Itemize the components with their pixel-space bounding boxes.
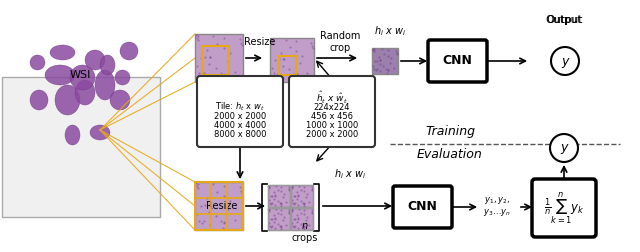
Ellipse shape [115,70,130,85]
Ellipse shape [45,65,75,85]
Ellipse shape [30,90,48,110]
Text: 224x224: 224x224 [314,103,350,112]
Text: CNN: CNN [443,54,472,68]
Ellipse shape [75,80,95,105]
Bar [291,185,313,207]
Text: Training: Training [425,125,475,139]
Text: Output: Output [546,15,582,25]
Text: y: y [561,54,569,68]
Bar [291,208,313,230]
Ellipse shape [85,50,105,70]
Ellipse shape [65,125,80,145]
Text: WSI: WSI [69,70,91,80]
Bar [268,208,290,230]
Ellipse shape [55,85,80,115]
Ellipse shape [30,55,45,70]
FancyBboxPatch shape [428,40,487,82]
Text: Evaluation: Evaluation [417,147,483,161]
Text: CNN: CNN [408,201,437,213]
Ellipse shape [110,90,130,110]
Bar [195,182,243,230]
Bar [268,208,290,230]
Text: 1000 x 1000: 1000 x 1000 [306,121,358,130]
Text: Output: Output [547,15,583,25]
Text: y: y [560,142,568,154]
Bar [291,185,313,207]
Bar [202,46,228,75]
Ellipse shape [90,125,110,140]
Text: $\frac{1}{n}\sum_{k=1}^{n} y_k$: $\frac{1}{n}\sum_{k=1}^{n} y_k$ [543,190,584,226]
Ellipse shape [95,70,115,100]
Ellipse shape [120,42,138,60]
Bar [291,208,313,230]
Text: $y_3 \ldots y_n$: $y_3 \ldots y_n$ [483,206,511,217]
FancyBboxPatch shape [197,76,283,147]
Bar [2,77,160,217]
Text: 4000 x 4000: 4000 x 4000 [214,121,266,130]
Bar [268,185,290,207]
Text: $h_i$ x $w_i$: $h_i$ x $w_i$ [334,167,366,181]
Text: $\hat{h}_t$ x $\hat{w}_t$: $\hat{h}_t$ x $\hat{w}_t$ [316,89,348,106]
FancyBboxPatch shape [393,186,452,228]
Text: 8000 x 8000: 8000 x 8000 [214,130,266,139]
Ellipse shape [50,45,75,60]
Bar [195,34,243,82]
Bar [195,182,243,230]
Circle shape [551,47,579,75]
Text: $h_i$ x $w_i$: $h_i$ x $w_i$ [374,24,406,38]
Text: 2000 x 2000: 2000 x 2000 [306,130,358,139]
Text: 456 x 456: 456 x 456 [311,112,353,121]
Text: Resize: Resize [206,201,237,211]
Ellipse shape [70,65,95,90]
Bar [372,48,398,74]
Bar [279,56,296,75]
Text: Resize: Resize [244,37,276,47]
FancyBboxPatch shape [289,76,375,147]
Bar [268,185,290,207]
Text: Tile: $h_t$ x $w_t$: Tile: $h_t$ x $w_t$ [215,100,265,113]
Text: $n$
crops: $n$ crops [292,221,318,243]
Text: $y_1, y_2,$: $y_1, y_2,$ [484,195,510,205]
FancyBboxPatch shape [532,179,596,237]
Text: 2000 x 2000: 2000 x 2000 [214,112,266,121]
Circle shape [550,134,578,162]
Ellipse shape [100,55,115,75]
Bar [270,38,314,82]
Text: Random
crop: Random crop [320,31,360,53]
